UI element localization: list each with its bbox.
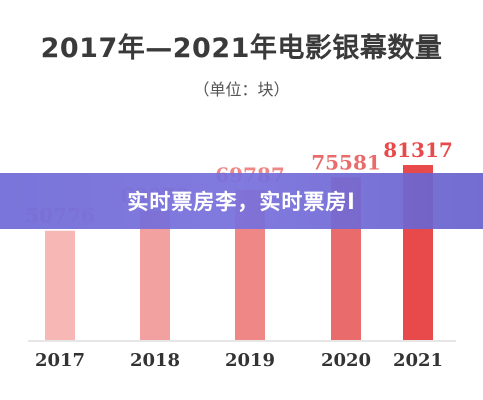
bar-2018: [140, 210, 170, 340]
x-tick-label-2017: 2017: [35, 350, 85, 371]
bar-value-label-2020: 75581: [311, 150, 381, 174]
bar-value-label-2021: 81317: [383, 138, 453, 162]
chart-subtitle: （单位：块）: [193, 80, 290, 99]
x-tick-label-2018: 2018: [130, 350, 180, 371]
chart-title: 2017年—2021年电影银幕数量: [40, 33, 443, 64]
overlay-banner[interactable]: 实时票房李，实时票房l: [0, 173, 483, 229]
bar-2017: [45, 230, 75, 340]
x-tick-label-2021: 2021: [393, 350, 443, 371]
x-tick-label-2020: 2020: [321, 350, 371, 371]
banner-text: 实时票房李，实时票房l: [127, 190, 356, 214]
x-tick-label-2019: 2019: [225, 350, 275, 371]
